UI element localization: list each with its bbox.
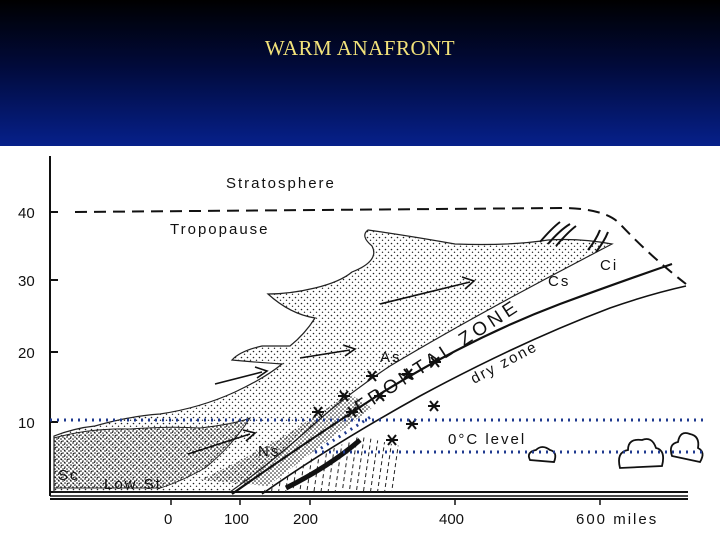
y-tick-40: 40 <box>18 205 35 222</box>
label-stratosphere: Stratosphere <box>226 175 336 192</box>
x-tick-400: 400 <box>439 511 464 528</box>
label-tropopause: Tropopause <box>170 221 270 238</box>
frontal-surface-lower <box>231 262 673 495</box>
x-tick-marks <box>170 499 601 505</box>
slide-title: WARM ANAFRONT <box>264 36 456 60</box>
y-tick-30: 30 <box>18 273 35 290</box>
cirrus-streaks <box>539 221 609 253</box>
label-cirrostratus: Cs <box>548 273 570 290</box>
x-tick-600-miles: 600 miles <box>576 511 658 528</box>
label-low-stratus: Low St <box>104 476 162 493</box>
snow-symbols <box>312 356 441 446</box>
y-tick-10: 10 <box>18 415 35 432</box>
ground-surface <box>50 491 688 500</box>
nimbostratus-core <box>200 394 372 486</box>
cross-section-svg: 40 30 20 10 0 100 200 400 600 miles <box>18 156 705 528</box>
slide-header: WARM ANAFRONT <box>0 0 720 146</box>
label-freezing-level: 0°C level <box>448 431 526 448</box>
cumulus-clouds <box>527 432 704 469</box>
frontal-surface-upper <box>261 285 687 495</box>
label-dry-zone: dry zone <box>468 338 541 388</box>
warm-air-flow-arrows <box>187 276 476 455</box>
warm-anafront-diagram: 40 30 20 10 0 100 200 400 600 miles <box>0 146 720 540</box>
label-cirrus: Ci <box>600 257 618 274</box>
y-tick-20: 20 <box>18 345 35 362</box>
warm-air-cloud-mass <box>53 229 614 493</box>
label-nimbostratus: Ns <box>258 443 280 460</box>
label-altostratus: As <box>380 349 402 366</box>
x-tick-0: 0 <box>164 511 172 528</box>
low-stratus-band <box>53 416 252 489</box>
surface-front-heavy <box>284 438 362 491</box>
x-tick-100: 100 <box>224 511 249 528</box>
y-tick-marks <box>50 211 58 423</box>
dotted-level-diagonal <box>314 414 373 454</box>
x-tick-200: 200 <box>293 511 318 528</box>
label-stratocumulus: Sc <box>58 467 80 484</box>
